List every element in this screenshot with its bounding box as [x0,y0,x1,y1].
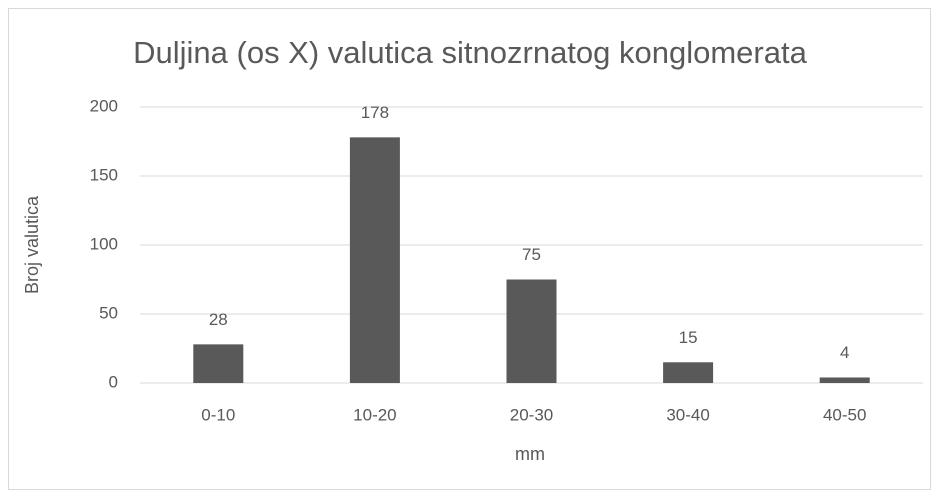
bar [349,137,400,383]
data-label: 15 [679,328,698,347]
data-label: 178 [361,103,389,122]
x-tick-label: 10-20 [353,405,396,424]
chart-title: Duljina (os X) valutica sitnozrnatog kon… [133,35,807,70]
bar [193,344,244,383]
x-axis-label: mm [515,444,545,464]
x-tick-label: 20-30 [510,405,553,424]
data-label: 4 [840,343,849,362]
bar [663,362,714,383]
y-axis-label: Broj valutica [22,195,42,294]
data-label: 75 [522,245,541,264]
data-label: 28 [209,310,228,329]
y-tick-label: 200 [90,96,118,115]
bar [819,377,870,383]
y-tick-label: 50 [99,303,118,322]
x-tick-label: 30-40 [666,405,709,424]
x-tick-label: 0-10 [201,405,235,424]
y-tick-label: 150 [90,165,118,184]
bar [506,279,557,383]
x-tick-label: 40-50 [823,405,866,424]
chart-frame [8,8,931,490]
y-tick-label: 0 [109,372,118,391]
y-tick-label: 100 [90,234,118,253]
